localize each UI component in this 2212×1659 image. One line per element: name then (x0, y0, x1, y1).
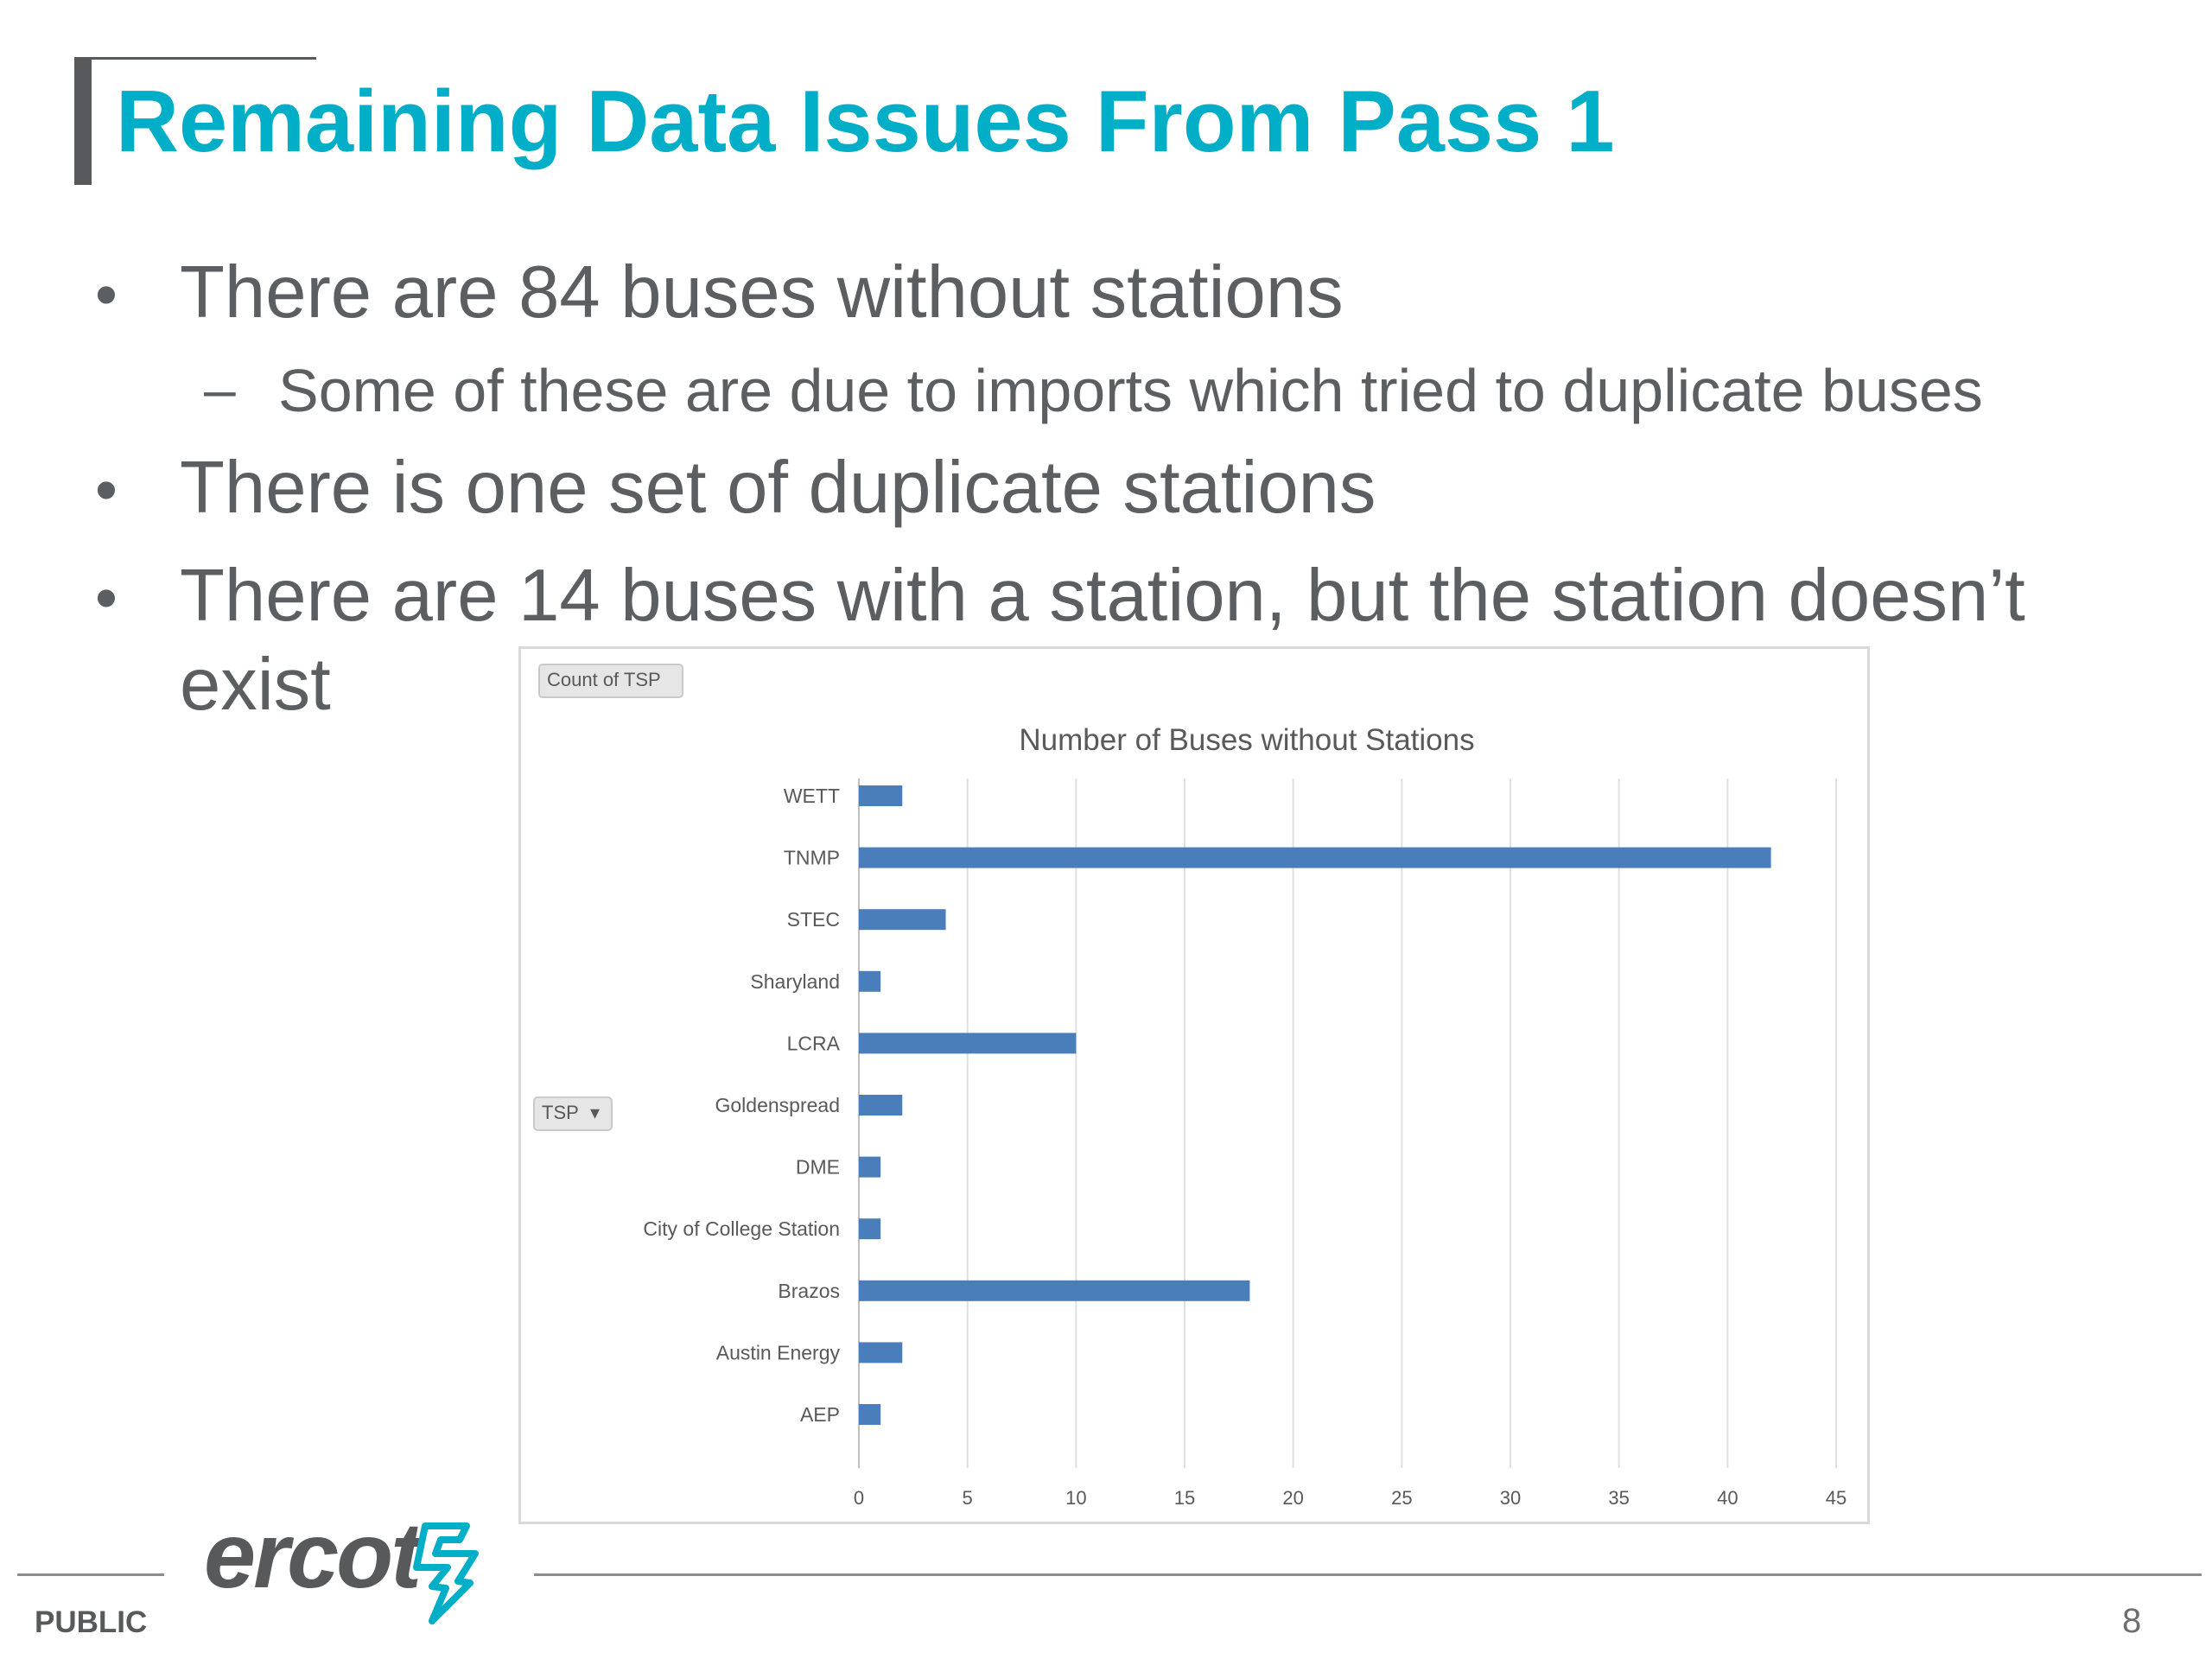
bullet-1: There are 84 buses without stations (180, 251, 1344, 334)
x-tick-label: 0 (854, 1487, 864, 1509)
x-tick-label: 35 (1608, 1487, 1629, 1509)
count-of-tsp-button[interactable]: Count of TSP (538, 664, 683, 698)
bullet-marker: • (95, 454, 118, 525)
page-number: 8 (2122, 1602, 2142, 1640)
title-accent-bar (74, 59, 92, 185)
slide-title: Remaining Data Issues From Pass 1 (116, 73, 1615, 170)
bar-aep (859, 1404, 881, 1425)
bar-stec (859, 909, 946, 931)
x-tick-label: 20 (1282, 1487, 1303, 1509)
bullet-marker: • (95, 562, 118, 633)
x-tick-label: 40 (1717, 1487, 1738, 1509)
x-tick-label: 15 (1174, 1487, 1195, 1509)
bullet-3-line-2: exist (180, 644, 331, 726)
sub-bullet-marker: – (204, 357, 236, 421)
x-tick-label: 45 (1826, 1487, 1847, 1509)
bar-austin-energy (859, 1342, 903, 1363)
classification-label: PUBLIC (35, 1605, 148, 1639)
bar-wett (859, 785, 903, 806)
bar-lcra (859, 1033, 1077, 1054)
chart-container: Count of TSP TSP ▾ Number of Buses witho… (518, 646, 1870, 1524)
bullet-marker: • (95, 258, 118, 330)
y-category-label: WETT (784, 785, 840, 807)
bar-goldenspread (859, 1095, 903, 1116)
chevron-down-icon: ▾ (590, 1102, 601, 1123)
y-category-label: City of College Station (643, 1217, 840, 1240)
y-category-label: Sharyland (750, 970, 840, 993)
title-accent-line (74, 57, 316, 60)
lightning-icon (413, 1522, 479, 1624)
y-category-label: TNMP (784, 847, 840, 869)
y-category-label: Goldenspread (715, 1094, 841, 1116)
y-category-label: Brazos (778, 1280, 840, 1302)
chart-title: Number of Buses without Stations (1019, 723, 1474, 757)
x-tick-label: 30 (1500, 1487, 1521, 1509)
y-category-label: Austin Energy (716, 1341, 841, 1363)
y-category-label: AEP (800, 1403, 840, 1426)
footer-line-left (17, 1573, 164, 1576)
bar-city-of-college-station (859, 1218, 881, 1240)
bullet-2: There is one set of duplicate stations (180, 447, 1376, 529)
bar-sharyland (859, 970, 881, 992)
tsp-field-button[interactable]: TSP ▾ (533, 1096, 613, 1131)
y-category-label: STEC (787, 908, 840, 931)
y-category-label: DME (796, 1156, 840, 1179)
x-tick-label: 25 (1391, 1487, 1412, 1509)
bar-tnmp (859, 847, 1771, 868)
logo-wordmark: ercot (204, 1503, 422, 1607)
x-tick-label: 5 (963, 1487, 973, 1509)
sub-bullet-1: Some of these are due to imports which t… (278, 357, 1983, 424)
x-tick-label: 10 (1065, 1487, 1086, 1509)
bar-brazos (859, 1280, 1250, 1301)
bullet-3-line-1: There are 14 buses with a station, but t… (180, 555, 2025, 637)
tsp-field-label: TSP (542, 1102, 579, 1123)
y-category-label: LCRA (787, 1032, 841, 1054)
bar-chart: Number of Buses without Stations WETT TNM… (643, 723, 1847, 1509)
bar-dme (859, 1156, 881, 1178)
footer-line-right (534, 1573, 2202, 1576)
